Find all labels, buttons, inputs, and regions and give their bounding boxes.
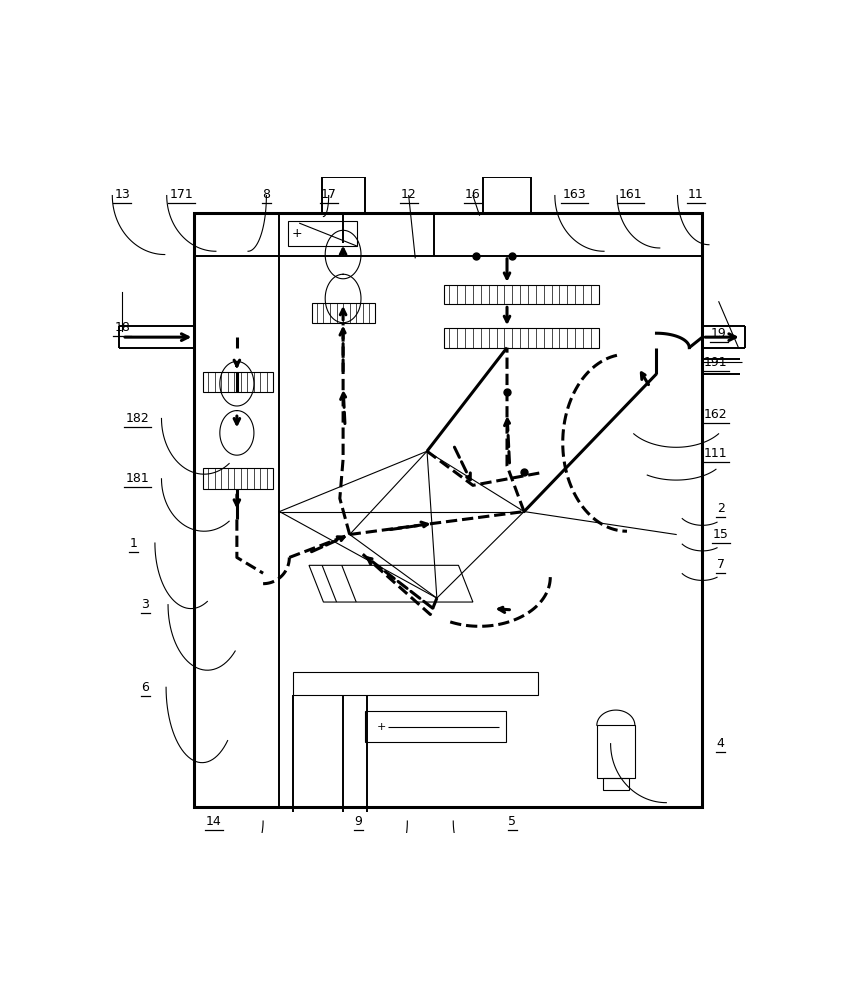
Bar <box>203 468 273 489</box>
Text: 2: 2 <box>717 502 725 515</box>
Text: 3: 3 <box>141 598 149 611</box>
Bar <box>203 372 273 392</box>
Bar <box>444 285 599 304</box>
Text: 161: 161 <box>618 188 642 201</box>
Bar <box>293 672 538 695</box>
Bar <box>365 711 506 742</box>
Text: 182: 182 <box>125 412 149 425</box>
Bar <box>312 303 375 323</box>
Bar <box>444 328 599 348</box>
Text: 6: 6 <box>141 681 149 694</box>
Text: 7: 7 <box>717 558 725 571</box>
Bar <box>288 221 357 246</box>
Text: 171: 171 <box>169 188 193 201</box>
Text: 5: 5 <box>508 815 516 828</box>
Text: +: + <box>292 227 303 240</box>
Text: 14: 14 <box>206 815 222 828</box>
Text: 19: 19 <box>711 327 727 340</box>
Text: 18: 18 <box>114 321 130 334</box>
Text: 163: 163 <box>563 188 586 201</box>
Text: 15: 15 <box>713 528 728 541</box>
Bar <box>596 725 634 778</box>
Text: 1: 1 <box>129 537 137 550</box>
Text: 17: 17 <box>321 188 337 201</box>
Text: 191: 191 <box>704 356 728 369</box>
Text: 111: 111 <box>704 447 728 460</box>
Text: +: + <box>376 722 386 732</box>
Bar <box>602 778 629 790</box>
Text: 8: 8 <box>262 188 271 201</box>
Text: 11: 11 <box>688 188 704 201</box>
Text: 162: 162 <box>704 408 728 421</box>
Text: 16: 16 <box>465 188 481 201</box>
Text: 13: 13 <box>114 188 130 201</box>
Text: 181: 181 <box>125 472 149 485</box>
Text: 4: 4 <box>717 737 725 750</box>
Text: 9: 9 <box>354 815 362 828</box>
Text: 12: 12 <box>401 188 416 201</box>
